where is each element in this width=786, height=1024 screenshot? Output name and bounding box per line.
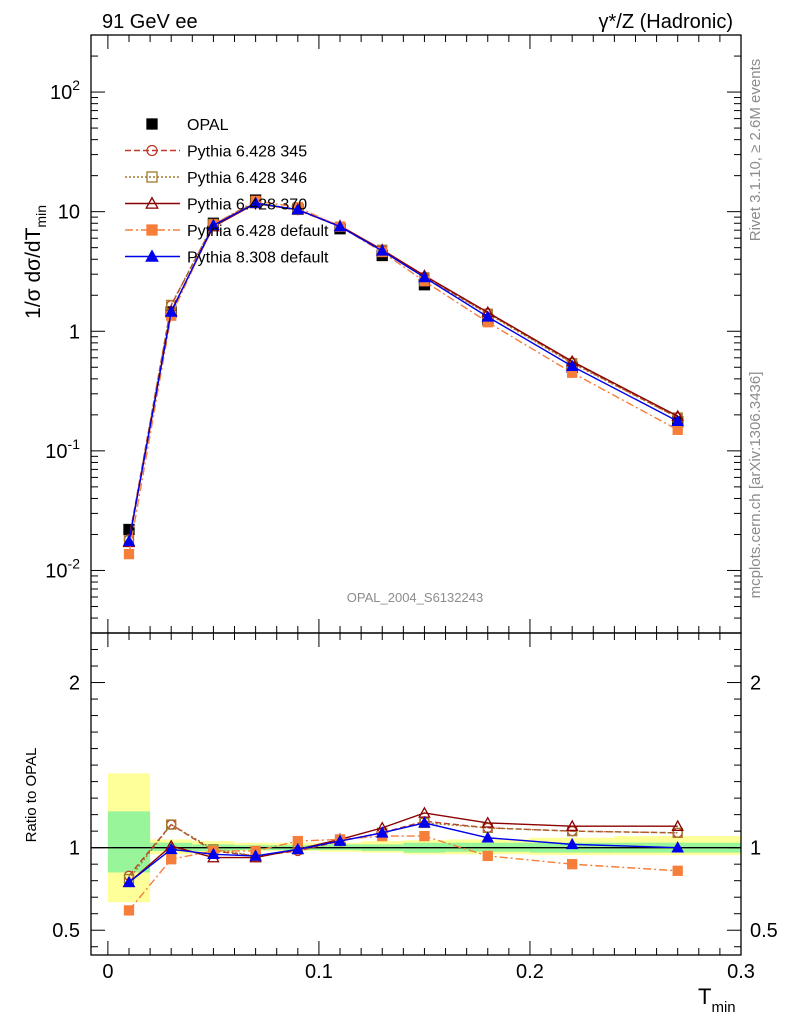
ratio-y-tick-label-right: 1 [750,838,761,860]
ratio-point-2-9 [565,819,579,831]
ratio-point-1-1 [166,819,177,830]
ratio-point-3-10 [672,865,683,876]
legend: OPAL Pythia 6.428 345 Pythia 6.428 346 Pyth… [125,117,329,267]
main-point-5-9 [565,359,579,372]
main-point-4-0 [123,548,135,560]
x-tick-label: 0.1 [305,961,333,983]
legend-label-3: Pythia 6.428 370 [187,197,307,214]
ratio-point-4-5 [333,834,347,846]
legend-marker-3 [145,196,159,209]
legend-entry-5: Pythia 8.308 default [125,249,329,267]
ratio-point-4-3 [249,849,262,861]
legend-entry-3: Pythia 6.428 370 [125,196,307,214]
legend-marker-1 [146,144,158,157]
legend-marker-4 [146,224,158,236]
ratio-series-1-line [128,822,678,880]
ratio-point-4-6 [375,826,389,838]
ratio-y-tick-label-right: 2 [750,673,761,695]
legend-marker-2 [146,171,158,183]
legend-entry-0: OPAL [146,117,229,134]
ratio-point-2-8 [481,816,495,828]
ratio-point-1-10 [672,827,683,838]
main-point-5-3 [249,196,262,208]
ratio-point-4-8 [481,831,495,843]
header-left-label: 91 GeV ee [102,11,198,33]
analysis-id-label: OPAL_2004_S6132243 [347,590,483,605]
main-series-0 [123,194,684,536]
svg-text:1/σ dσ/dTmin: 1/σ dσ/dTmin [22,205,49,319]
ratio-point-4-2 [207,847,220,860]
main-point-5-6 [375,244,389,256]
ratio-point-4-0 [122,875,136,888]
header-right-label: γ*/Z (Hadronic) [599,11,733,33]
x-tick-label: 0 [102,961,113,983]
ratio-point-4-9 [565,837,579,850]
main-y-tick-label: 10-1 [45,436,80,463]
ratio-uncertainty-bands [91,773,741,903]
main-y-tick-label: 10-2 [45,555,80,582]
main-y-tick-label: 102 [50,77,80,104]
main-point-5-4 [291,203,305,215]
legend-label-4: Pythia 6.428 default [187,223,329,240]
main-point-5-7 [418,270,431,283]
ratio-ylabel: Ratio to OPAL [23,748,40,843]
main-series-2-line [128,201,679,541]
xlabel: Tmin [698,984,736,1016]
legend-label-0: OPAL [187,117,229,134]
main-point-5-1 [164,305,178,317]
main-point-5-0 [122,534,136,547]
ratio-point-4-4 [291,842,305,855]
legend-entry-1: Pythia 6.428 345 [125,144,307,161]
ratio-y-tick-label-right: 0.5 [750,920,778,942]
main-point-5-5 [333,220,347,232]
inner-band-0 [107,811,151,873]
ratio-panel [122,806,684,916]
ratio-point-3-7 [419,830,430,842]
ratio-series-3-line [128,835,678,911]
source-label: mcplots.cern.ch [arXiv:1306.3436] [747,372,764,599]
rivet-version-label: Rivet 3.1.10, ≥ 2.6M events [747,59,764,242]
svg-text:Tmin: Tmin [698,984,736,1016]
x-tick-label: 0.3 [727,961,755,983]
legend-marker-5 [145,249,159,262]
main-y-tick-label: 1 [69,321,80,343]
main-point-5-2 [207,218,220,231]
ratio-point-3-0 [123,905,135,916]
main-series-5 [122,196,684,547]
main-y-tick-label: 10 [58,202,80,224]
ratio-point-3-8 [482,850,493,862]
legend-label-5: Pythia 8.308 default [187,250,329,267]
legend-label-1: Pythia 6.428 345 [187,144,307,161]
main-point-5-10 [671,414,684,426]
ratio-point-3-9 [567,859,578,870]
ratio-series-4 [122,816,684,888]
main-point-5-8 [481,310,495,322]
ratio-point-4-7 [418,816,431,828]
ratio-point-4-10 [671,841,684,853]
ratio-y-tick-label: 1 [69,838,80,860]
ratio-y-tick-label: 2 [69,673,80,695]
main-ylabel: 1/σ dσ/dTmin [22,205,49,319]
ratio-point-2-10 [671,819,684,831]
ratio-frame [90,632,742,956]
legend-marker-0 [146,118,158,130]
main-point-4-10 [672,424,683,435]
ratio-point-3-1 [166,854,177,865]
x-tick-label: 0.2 [516,961,544,983]
legend-entry-4: Pythia 6.428 default [125,223,329,240]
ratio-y-tick-label: 0.5 [52,920,80,942]
ratio-point-4-1 [164,842,178,855]
main-panel [122,194,684,560]
legend-label-2: Pythia 6.428 346 [187,170,307,187]
legend-entry-2: Pythia 6.428 346 [125,170,307,187]
